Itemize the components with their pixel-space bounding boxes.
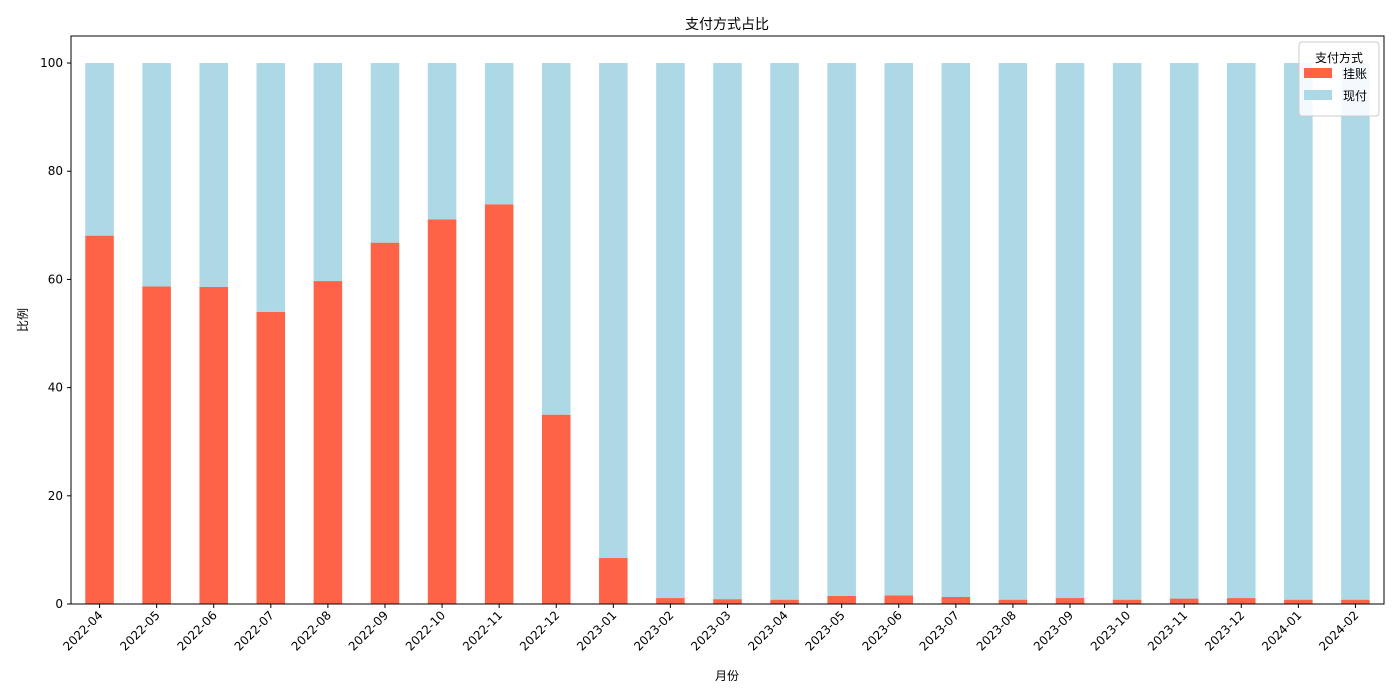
bar-credit-2023-04 xyxy=(770,599,799,604)
bar-credit-2022-08 xyxy=(313,281,343,604)
bar-credit-2022-04 xyxy=(85,235,114,605)
bar-credit-2022-10 xyxy=(427,219,457,604)
bar-cash-2022-12 xyxy=(541,63,571,415)
legend-title: 支付方式 xyxy=(1315,50,1363,65)
bar-cash-2023-11 xyxy=(1169,63,1199,599)
bar-cash-2022-08 xyxy=(313,63,343,282)
bar-cash-2023-12 xyxy=(1227,63,1256,599)
bar-credit-2022-06 xyxy=(199,287,228,604)
bar-cash-2023-09 xyxy=(1055,63,1085,599)
bar-credit-2023-03 xyxy=(713,599,742,604)
y-tick-label: 60 xyxy=(48,272,63,286)
legend-swatch xyxy=(1304,68,1332,78)
bar-credit-2023-11 xyxy=(1169,598,1199,604)
bar-cash-2023-07 xyxy=(941,63,971,597)
legend-label: 现付 xyxy=(1343,89,1367,103)
x-tick-label: 2023-05 xyxy=(802,608,847,653)
y-tick-label: 100 xyxy=(40,56,63,70)
y-tick-label: 40 xyxy=(48,381,63,395)
legend-label: 挂账 xyxy=(1343,67,1367,81)
bar-credit-2023-12 xyxy=(1227,598,1256,604)
x-tick-label: 2022-05 xyxy=(117,608,162,653)
x-tick-label: 2023-11 xyxy=(1145,608,1190,653)
bar-cash-2023-08 xyxy=(998,63,1028,600)
bar-credit-2023-10 xyxy=(1112,599,1142,604)
bar-credit-2023-07 xyxy=(941,596,971,604)
x-tick-label: 2023-02 xyxy=(631,608,676,653)
bar-credit-2022-11 xyxy=(484,204,514,605)
bar-cash-2023-06 xyxy=(884,63,914,596)
bar-credit-2023-06 xyxy=(884,595,914,604)
x-tick-label: 2022-08 xyxy=(289,608,334,653)
bar-cash-2022-09 xyxy=(370,63,400,243)
x-tick-label: 2023-08 xyxy=(974,608,1019,653)
bar-cash-2023-10 xyxy=(1112,63,1142,600)
x-axis-title: 月份 xyxy=(715,669,739,683)
x-axis: 2022-04 2022-05 2022-06 2022-07 2022-08 2022-… xyxy=(60,604,1362,654)
bar-credit-2024-02 xyxy=(1341,599,1370,604)
y-axis: 0 20 40 60 80 100 xyxy=(40,56,71,611)
bar-cash-2023-02 xyxy=(656,63,685,599)
bar-credit-2023-09 xyxy=(1055,598,1085,604)
x-tick-label: 2023-10 xyxy=(1088,608,1133,653)
bar-cash-2023-03 xyxy=(713,63,742,600)
x-tick-label: 2023-09 xyxy=(1031,608,1076,653)
bar-cash-2022-06 xyxy=(199,63,228,287)
bar-credit-2022-05 xyxy=(142,286,171,604)
x-tick-label: 2024-01 xyxy=(1259,608,1304,653)
bar-cash-2024-02 xyxy=(1341,63,1370,600)
x-tick-label: 2022-11 xyxy=(460,608,505,653)
bar-credit-2022-07 xyxy=(256,311,286,604)
x-tick-label: 2023-01 xyxy=(574,608,619,653)
bar-cash-2022-04 xyxy=(85,63,114,236)
bar-cash-2023-05 xyxy=(827,63,856,596)
bar-cash-2023-01 xyxy=(599,63,628,559)
bar-cash-2022-10 xyxy=(427,63,457,220)
x-tick-label: 2022-10 xyxy=(403,608,448,653)
y-tick-label: 20 xyxy=(48,489,63,503)
bar-credit-2023-01 xyxy=(599,558,628,604)
bar-credit-2023-08 xyxy=(998,599,1028,604)
bars-layer xyxy=(85,63,1370,605)
x-tick-label: 2024-02 xyxy=(1316,608,1361,653)
bar-cash-2023-04 xyxy=(770,63,799,600)
x-tick-label: 2022-06 xyxy=(174,608,219,653)
x-tick-label: 2023-06 xyxy=(860,608,905,653)
bar-credit-2022-09 xyxy=(370,242,400,604)
legend-swatch xyxy=(1304,90,1332,100)
bar-cash-2024-01 xyxy=(1284,63,1313,600)
bar-credit-2022-12 xyxy=(541,414,571,604)
bar-cash-2022-05 xyxy=(142,63,171,287)
x-tick-label: 2023-03 xyxy=(688,608,733,653)
x-tick-label: 2023-07 xyxy=(917,608,962,653)
x-tick-label: 2022-12 xyxy=(517,608,562,653)
x-tick-label: 2022-09 xyxy=(346,608,391,653)
y-axis-title: 比例 xyxy=(16,308,30,332)
x-tick-label: 2022-07 xyxy=(232,608,277,653)
x-tick-label: 2023-04 xyxy=(745,608,790,653)
x-tick-label: 2022-04 xyxy=(60,608,105,653)
x-tick-label: 2023-12 xyxy=(1202,608,1247,653)
bar-credit-2024-01 xyxy=(1284,599,1313,604)
bar-cash-2022-07 xyxy=(256,63,286,312)
bar-cash-2022-11 xyxy=(484,63,514,205)
y-tick-label: 80 xyxy=(48,164,63,178)
y-tick-label: 0 xyxy=(55,597,63,611)
bar-credit-2023-02 xyxy=(656,598,685,604)
bar-credit-2023-05 xyxy=(827,595,856,604)
chart-title: 支付方式占比 xyxy=(685,17,769,33)
